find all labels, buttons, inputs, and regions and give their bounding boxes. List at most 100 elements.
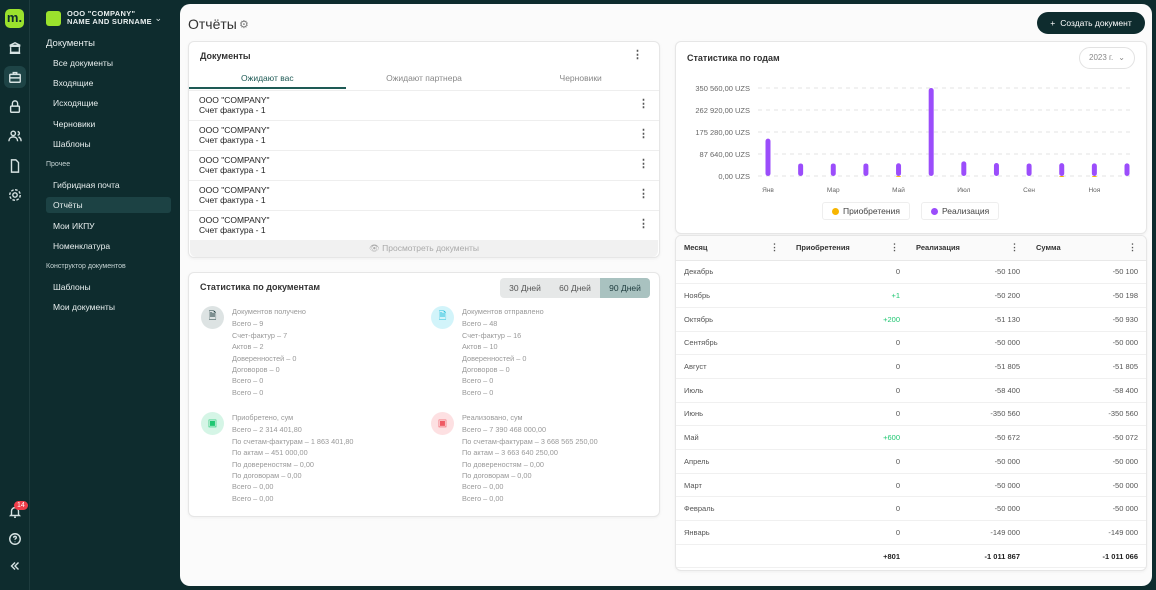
view-documents-button[interactable]: 👁︎ Просмотреть документы bbox=[190, 240, 658, 257]
chevron-down-icon[interactable]: ⌄ bbox=[154, 13, 162, 23]
icon-rail: m. 14 bbox=[0, 0, 30, 590]
briefcase-icon[interactable] bbox=[4, 66, 26, 88]
x-tick-label: Янв bbox=[762, 187, 774, 194]
table-row: Май +600 -50 672 -50 072 bbox=[676, 425, 1146, 450]
tab-drafts[interactable]: Черновики bbox=[559, 73, 602, 83]
users-icon[interactable] bbox=[4, 125, 26, 147]
bank-icon[interactable] bbox=[4, 37, 26, 59]
more-icon[interactable]: ⋮ bbox=[638, 218, 649, 230]
stat-line: По актам – 3 663 640 250,00 bbox=[462, 448, 558, 458]
column-header-3[interactable]: Сумма ⋮ bbox=[1028, 236, 1146, 261]
sidebar-item-constructor-templates[interactable]: Шаблоны bbox=[53, 282, 91, 292]
legend-purchases[interactable]: Приобретения bbox=[822, 202, 910, 220]
period-90[interactable]: 90 Дней bbox=[600, 278, 650, 298]
create-document-button[interactable]: + Создать документ bbox=[1037, 12, 1145, 34]
sidebar-item-my-documents[interactable]: Мои документы bbox=[53, 302, 115, 312]
help-icon[interactable] bbox=[4, 528, 26, 550]
stat-line: Всего – 48 bbox=[462, 319, 498, 329]
period-selector: 30 Дней 60 Дней 90 Дней bbox=[500, 278, 650, 298]
bar-purchases bbox=[1091, 175, 1097, 177]
table-cell: 0 bbox=[788, 496, 908, 522]
sidebar-item-all-documents[interactable]: Все документы bbox=[53, 58, 113, 68]
table-row: Апрель 0 -50 000 -50 000 bbox=[676, 449, 1146, 474]
table-cell: 0 bbox=[788, 260, 908, 285]
stat-line: Актов – 10 bbox=[462, 342, 498, 352]
table-cell: -50 198 bbox=[1028, 283, 1146, 308]
notification-badge: 14 bbox=[14, 501, 28, 510]
document-row[interactable]: ООО "COMPANY" Счет фактура - 1 ⋮ bbox=[189, 150, 659, 180]
sidebar-item-drafts[interactable]: Черновики bbox=[53, 119, 96, 129]
document-type: Счет фактура - 1 bbox=[199, 195, 266, 205]
company-icon bbox=[46, 10, 61, 26]
table-cell: -50 100 bbox=[908, 260, 1028, 285]
more-icon[interactable]: ⋮ bbox=[632, 49, 643, 61]
document-row[interactable]: ООО "COMPANY" Счет фактура - 1 ⋮ bbox=[189, 120, 659, 150]
sidebar-item-outgoing[interactable]: Исходящие bbox=[53, 98, 99, 108]
stat-line: Всего – 0,00 bbox=[232, 493, 274, 503]
more-icon[interactable]: ⋮ bbox=[770, 242, 779, 252]
table-cell: -58 400 bbox=[1028, 378, 1146, 403]
document-row[interactable]: ООО "COMPANY" Счет фактура - 1 ⋮ bbox=[189, 210, 659, 240]
document-icon[interactable] bbox=[4, 155, 26, 177]
company-switcher[interactable]: ООО "COMPANY" NAME AND SURNAME ⌄ bbox=[46, 10, 176, 26]
table-row: Август 0 -51 805 -51 805 bbox=[676, 354, 1146, 379]
table-cell: Июль bbox=[676, 378, 788, 403]
bar-sales bbox=[1059, 163, 1065, 176]
sidebar-item-incoming[interactable]: Входящие bbox=[53, 78, 94, 88]
period-60[interactable]: 60 Дней bbox=[559, 283, 591, 293]
document-company: ООО "COMPANY" bbox=[199, 185, 270, 195]
more-icon[interactable]: ⋮ bbox=[1010, 242, 1019, 252]
stat-line: По счетам-фактурам – 3 668 565 250,00 bbox=[462, 436, 598, 446]
tab-waiting-you[interactable]: Ожидают вас bbox=[189, 69, 346, 89]
documents-card: Документы ⋮ Ожидают вас Ожидают партнера… bbox=[188, 41, 660, 258]
bar-sales bbox=[830, 163, 836, 176]
y-tick-label: 262 920,00 UZS bbox=[695, 106, 750, 115]
section-constructor: Конструктор документов bbox=[46, 263, 126, 270]
stat-line: По договорам – 0,00 bbox=[232, 471, 302, 481]
table-cell: Январь bbox=[676, 520, 788, 545]
document-row[interactable]: ООО "COMPANY" Счет фактура - 1 ⋮ bbox=[189, 180, 659, 210]
money-out-icon: ▣ bbox=[431, 412, 454, 435]
sidebar-item-templates[interactable]: Шаблоны bbox=[53, 139, 91, 149]
gear-icon[interactable] bbox=[4, 184, 26, 206]
column-header-0[interactable]: Месяц ⋮ bbox=[676, 236, 788, 261]
app-logo[interactable]: m. bbox=[5, 9, 24, 28]
more-icon[interactable]: ⋮ bbox=[638, 98, 649, 110]
period-30[interactable]: 30 Дней bbox=[509, 283, 541, 293]
table-row: Февраль 0 -50 000 -50 000 bbox=[676, 496, 1146, 522]
table-cell: -50 072 bbox=[1028, 425, 1146, 450]
bar-purchases bbox=[1059, 175, 1065, 177]
sidebar-item-hybrid-mail[interactable]: Гибридная почта bbox=[53, 180, 120, 190]
more-icon[interactable]: ⋮ bbox=[638, 128, 649, 140]
sidebar-item-reports[interactable]: Отчёты bbox=[46, 197, 171, 213]
section-documents: Документы bbox=[46, 38, 95, 49]
bar-sales bbox=[896, 163, 902, 176]
more-icon[interactable]: ⋮ bbox=[1128, 242, 1137, 252]
stat-line: По актам – 451 000,00 bbox=[232, 448, 308, 458]
year-stats-card: Статистика по годам 2023 г. ⌄ 0,00 UZS 87 … bbox=[675, 41, 1147, 234]
user-name: NAME AND SURNAME bbox=[67, 17, 152, 26]
column-title: Приобретения bbox=[796, 243, 850, 253]
document-row[interactable]: ООО "COMPANY" Счет фактура - 1 ⋮ bbox=[189, 90, 659, 120]
collapse-icon[interactable] bbox=[4, 555, 26, 577]
sidebar-item-ikpu[interactable]: Мои ИКПУ bbox=[53, 221, 95, 231]
lock-icon[interactable] bbox=[4, 96, 26, 118]
year-select[interactable]: 2023 г. ⌄ bbox=[1079, 47, 1135, 69]
document-type: Счет фактура - 1 bbox=[199, 135, 266, 145]
tab-waiting-partner[interactable]: Ожидают партнера bbox=[386, 73, 462, 83]
document-type: Счет фактура - 1 bbox=[199, 105, 266, 115]
y-tick-label: 175 280,00 UZS bbox=[695, 128, 750, 137]
column-header-1[interactable]: Приобретения ⋮ bbox=[788, 236, 908, 261]
sidebar-item-nomenclature[interactable]: Номенклатура bbox=[53, 241, 111, 251]
more-icon[interactable]: ⋮ bbox=[890, 242, 899, 252]
y-tick-label: 0,00 UZS bbox=[718, 172, 750, 181]
settings-icon[interactable]: ⚙ bbox=[239, 19, 249, 31]
more-icon[interactable]: ⋮ bbox=[638, 158, 649, 170]
column-header-2[interactable]: Реализация ⋮ bbox=[908, 236, 1028, 261]
legend-sales[interactable]: Реализация bbox=[920, 202, 1000, 220]
table-cell: -50 000 bbox=[908, 473, 1028, 498]
table-cell: Март bbox=[676, 473, 788, 498]
more-icon[interactable]: ⋮ bbox=[638, 188, 649, 200]
stat-title: Приобретено, сум bbox=[232, 413, 294, 422]
table-row: Ноябрь +1 -50 200 -50 198 bbox=[676, 283, 1146, 308]
